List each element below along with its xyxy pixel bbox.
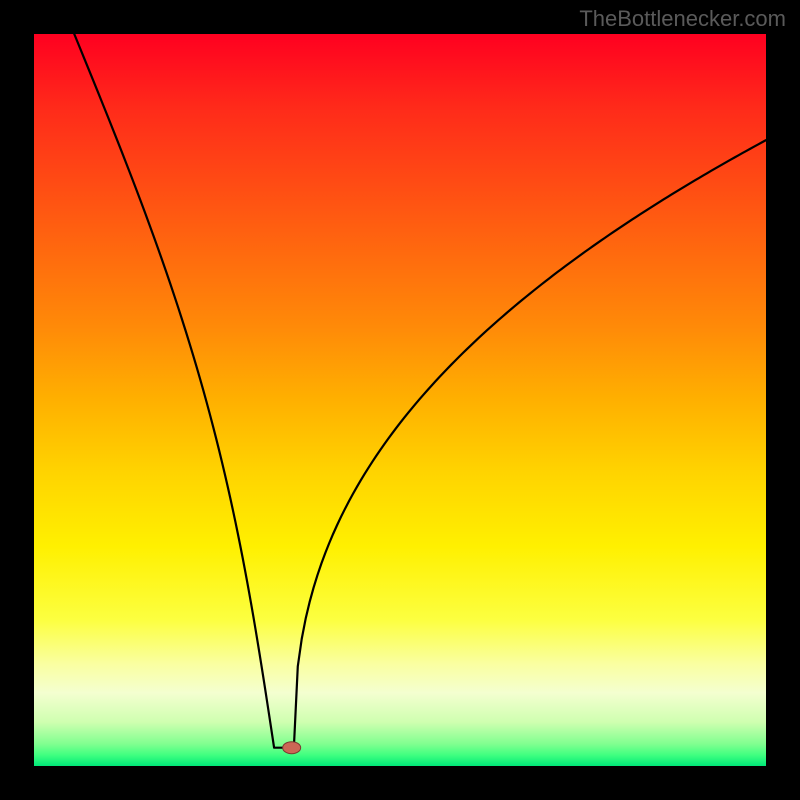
chart-container: TheBottlenecker.com: [0, 0, 800, 800]
watermark-text: TheBottlenecker.com: [579, 6, 786, 32]
plot-gradient-background: [34, 34, 766, 766]
